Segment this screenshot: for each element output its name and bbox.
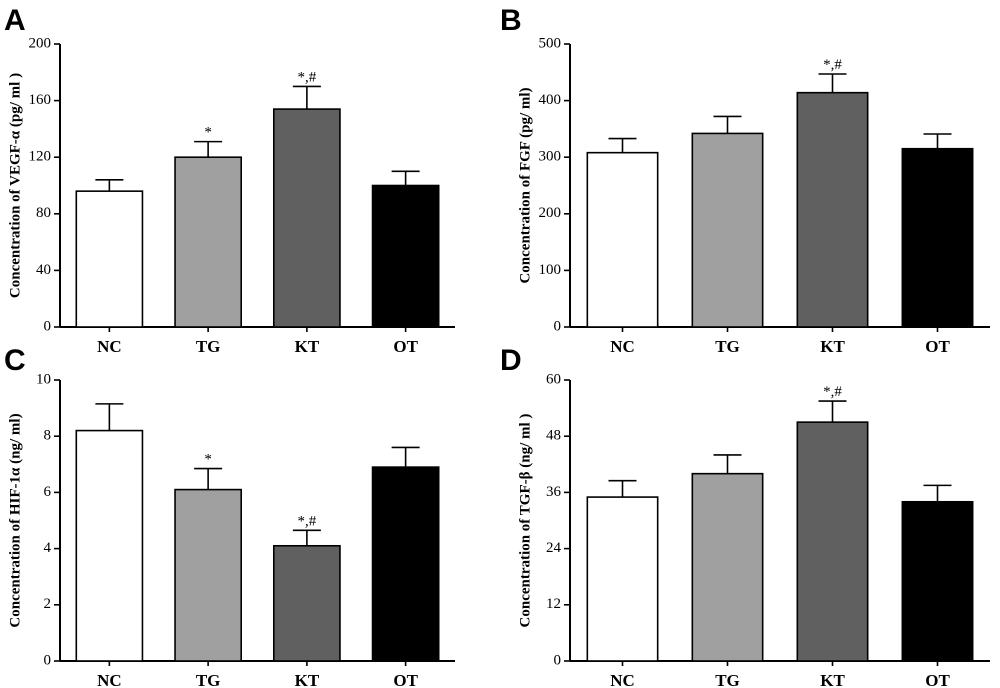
- bar-tg: [174, 488, 243, 662]
- bar-nc: [75, 429, 144, 662]
- x-tick-label-kt: KT: [295, 337, 320, 356]
- significance-label-kt: *,#: [823, 384, 842, 400]
- y-tick-label: 2: [44, 596, 52, 612]
- x-tick-label-tg: TG: [715, 671, 740, 688]
- y-tick-label: 12: [546, 596, 561, 612]
- panel-c: C Concentration of HIF-1α (ng/ ml) 0 2 4 6 8 10…: [4, 344, 455, 688]
- y-tick-label: 60: [546, 371, 561, 387]
- y-tick-label: 500: [539, 35, 562, 51]
- significance-label-tg: *: [204, 125, 212, 141]
- x-tick-label-kt: KT: [295, 671, 320, 688]
- bar-kt: [272, 108, 341, 328]
- bar-ot: [371, 466, 440, 662]
- y-axis-label: Concentration of HIF-1α (ng/ ml): [7, 413, 23, 627]
- bar-kt: [796, 91, 869, 328]
- x-tick-label-nc: NC: [610, 337, 635, 356]
- x-tick-label-tg: TG: [196, 671, 221, 688]
- y-axis-label: Concentration of TGF-β (ng/ ml ): [517, 414, 533, 628]
- bar-kt: [272, 544, 341, 662]
- y-tick-label: 40: [36, 262, 51, 278]
- y-tick-label: 200: [29, 35, 52, 51]
- y-tick-label: 300: [539, 149, 562, 165]
- y-tick-label: 400: [539, 92, 562, 108]
- x-tick-label-ot: OT: [925, 337, 950, 356]
- bar-tg: [691, 472, 764, 662]
- x-tick-label-tg: TG: [196, 337, 221, 356]
- bar-ot: [901, 147, 974, 328]
- y-tick-label: 0: [44, 318, 52, 334]
- bar-tg: [691, 132, 764, 328]
- y-tick-label: 160: [29, 92, 52, 108]
- y-tick-label: 36: [546, 484, 562, 500]
- bar-nc: [586, 151, 659, 328]
- y-tick-label: 24: [546, 540, 562, 556]
- y-tick-label: 120: [29, 149, 52, 165]
- significance-label-kt: *,#: [823, 57, 842, 73]
- x-tick-label-ot: OT: [925, 671, 950, 688]
- x-tick-label-nc: NC: [97, 671, 122, 688]
- bar-nc: [586, 496, 659, 662]
- panel-a: A Concentration of VEGF-α (pg/ ml ) 0 40 80 1…: [4, 4, 455, 356]
- significance-label-kt: *,#: [298, 69, 317, 85]
- y-tick-label: 100: [539, 262, 562, 278]
- significance-label-kt: *,#: [298, 513, 317, 529]
- x-tick-label-nc: NC: [97, 337, 122, 356]
- x-tick-label-tg: TG: [715, 337, 740, 356]
- x-tick-label-ot: OT: [393, 671, 418, 688]
- y-tick-label: 80: [36, 205, 51, 221]
- y-tick-label: 6: [44, 484, 52, 500]
- y-tick-label: 4: [44, 540, 52, 556]
- x-tick-label-ot: OT: [393, 337, 418, 356]
- panel-letter: D: [500, 344, 522, 377]
- bar-tg: [174, 156, 243, 328]
- significance-label-tg: *: [204, 452, 212, 468]
- panel-b: B Concentration of FGF (pg/ ml) 0 100 200 300…: [500, 4, 990, 356]
- x-tick-label-kt: KT: [820, 337, 845, 356]
- y-axis-label: Concentration of VEGF-α (pg/ ml ): [7, 73, 23, 298]
- y-tick-label: 10: [36, 371, 51, 387]
- panel-letter: C: [4, 344, 26, 377]
- x-tick-label-kt: KT: [820, 671, 845, 688]
- panel-letter: A: [4, 4, 26, 37]
- y-tick-label: 48: [546, 428, 561, 444]
- y-tick-label: 0: [554, 652, 562, 668]
- panel-d: D Concentration of TGF-β (ng/ ml ) 0 12 24 36…: [500, 344, 990, 688]
- bar-nc: [75, 190, 144, 328]
- y-tick-label: 0: [44, 652, 52, 668]
- x-tick-label-nc: NC: [610, 671, 635, 688]
- y-axis-label: Concentration of FGF (pg/ ml): [517, 87, 533, 283]
- bar-ot: [371, 184, 440, 328]
- y-tick-label: 0: [554, 318, 562, 334]
- bar-ot: [901, 500, 974, 662]
- y-tick-label: 8: [44, 428, 52, 444]
- panel-letter: B: [500, 4, 522, 37]
- y-tick-label: 200: [539, 205, 562, 221]
- bar-kt: [796, 421, 869, 662]
